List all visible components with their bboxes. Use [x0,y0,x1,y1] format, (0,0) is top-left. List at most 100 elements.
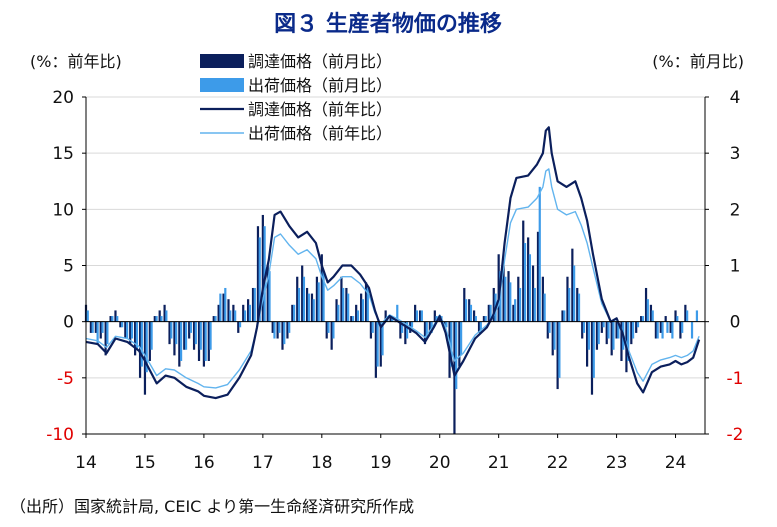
bar-ship-46 [312,299,315,322]
bar-procure-106 [605,321,608,345]
legend-label-ship-line: 出荷価格（前年比） [248,124,392,143]
bar-ship-39 [278,321,281,333]
bar-procure-68 [418,310,422,322]
bar-ship-94 [548,321,551,333]
bar-ship-78 [469,304,473,322]
bar-ship-54 [351,316,355,322]
bar-procure-105 [600,321,603,333]
bar-ship-58 [371,321,374,333]
line-ship-yoy [85,168,700,389]
bar-procure-5 [109,316,112,322]
bar-ship-99 [573,265,576,322]
bar-ship-105 [602,321,605,328]
bar-ship-90 [528,254,532,322]
bar-procure-60 [379,321,382,367]
x-tick-label-6: 20 [429,453,451,473]
bar-ship-42 [293,304,296,322]
bar-procure-89 [522,220,525,322]
bar-procure-31 [237,321,240,333]
bar-ship-59 [376,321,379,367]
bar-procure-84 [497,254,500,322]
bar-ship-97 [563,310,566,322]
bar-ship-119 [671,321,674,339]
bar-procure-93 [541,276,544,322]
bar-procure-122 [684,304,687,322]
x-tick-label-7: 21 [488,453,510,473]
bar-ship-22 [194,321,197,345]
bar-procure-7 [119,321,122,328]
bar-procure-87 [512,304,515,322]
bar-procure-10 [134,321,137,356]
bar-procure-58 [369,321,373,339]
bar-ship-25 [209,321,212,350]
x-tick-label-0: 14 [75,453,97,473]
bar-procure-119 [669,321,672,333]
bar-ship-95 [553,321,556,350]
bar-ship-14 [155,316,158,322]
bar-procure-47 [315,276,319,322]
bar-ship-102 [587,321,590,350]
bar-procure-15 [158,310,161,322]
bar-procure-113 [640,316,643,322]
bar-ship-16 [165,310,168,322]
right-tick-label-4: 0 [730,313,741,333]
bar-ship-104 [597,321,600,345]
bar-procure-99 [571,248,574,322]
bar-procure-78 [468,299,471,322]
bar-ship-52 [342,287,345,322]
legend-swatch-procure-bar [200,54,244,68]
bar-ship-65 [406,321,409,339]
bar-procure-25 [207,321,210,361]
bar-procure-50 [330,321,333,350]
bar-ship-60 [381,321,384,356]
bar-procure-91 [531,265,535,322]
bar-ship-92 [538,186,541,322]
bar-ship-120 [676,316,679,322]
bar-procure-54 [350,316,353,322]
bar-ship-51 [337,304,340,322]
bar-ship-68 [420,310,423,322]
bar-ship-73 [445,321,448,328]
bar-ship-29 [229,310,232,322]
bar-procure-22 [192,321,196,350]
bar-procure-69 [423,321,427,345]
bar-procure-108 [615,321,618,339]
bar-procure-33 [247,299,250,322]
bar-ship-86 [509,282,512,322]
bar-ship-41 [288,321,291,333]
bar-procure-90 [527,237,530,322]
bar-ship-80 [479,321,482,333]
bar-ship-55 [356,310,360,322]
chart-title: 図３ 生産者物価の推移 [274,11,502,37]
bar-procure-53 [345,287,348,322]
bar-ship-121 [681,321,684,333]
bar-ship-115 [651,310,654,322]
bar-procure-13 [148,321,151,361]
bar-ship-67 [415,310,418,322]
bar-procure-48 [320,254,323,322]
bar-ship-64 [401,321,404,333]
bar-ship-31 [238,321,242,328]
x-tick-label-4: 18 [311,453,333,473]
bar-procure-97 [561,310,564,322]
bar-ship-43 [297,287,301,322]
x-tick-label-8: 22 [547,453,569,473]
bar-ship-124 [695,310,699,322]
bar-ship-6 [116,316,119,322]
bar-procure-32 [242,304,245,322]
bar-procure-46 [310,293,314,322]
bar-ship-87 [514,299,517,322]
bar-ship-8 [125,321,129,339]
bar-procure-76 [458,321,461,367]
bar-ship-106 [607,321,610,339]
bar-ship-47 [317,282,320,322]
bar-ship-19 [179,321,183,361]
bar-procure-116 [654,321,657,339]
bar-ship-66 [410,321,414,328]
bar-procure-11 [138,321,142,378]
left-tick-label-3: 5 [63,257,74,277]
bar-ship-10 [135,321,138,350]
bar-procure-109 [620,321,623,361]
